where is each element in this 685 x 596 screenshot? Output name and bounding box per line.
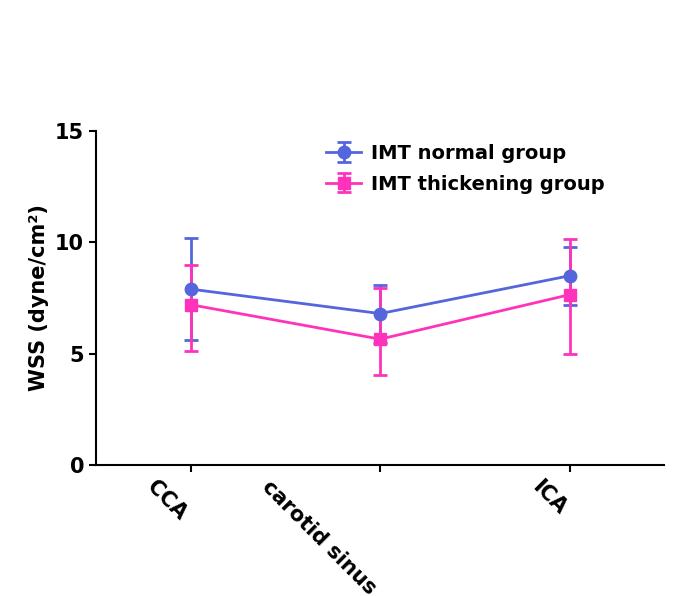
Y-axis label: WSS (dyne/cm²): WSS (dyne/cm²): [29, 204, 49, 392]
Legend: IMT normal group, IMT thickening group: IMT normal group, IMT thickening group: [316, 134, 614, 203]
